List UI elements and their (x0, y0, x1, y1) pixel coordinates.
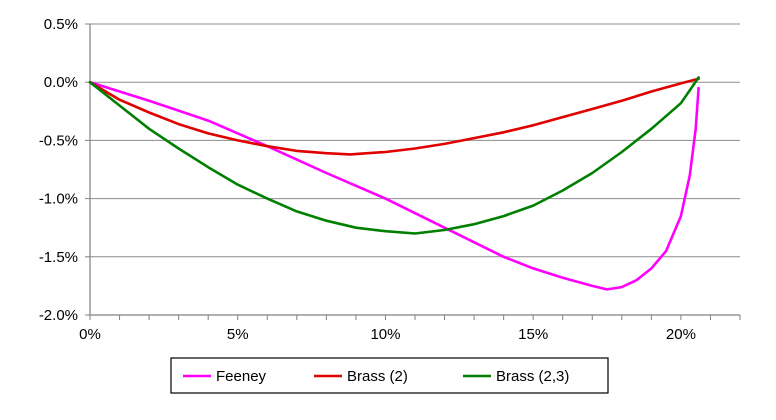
legend-label-2: Brass (2) (347, 368, 408, 385)
y-tick-label: -2.0% (39, 307, 78, 324)
gridlines (90, 23, 740, 258)
legend-label-3: Brass (2,3) (496, 368, 569, 385)
legend-label-1: Feeney (216, 368, 267, 385)
series-line-3 (88, 76, 700, 235)
x-axis-tick-labels: 0% 5% 10% 15% 20% (79, 326, 696, 343)
legend-box (170, 357, 609, 394)
legend: Feeney Brass (2) Brass (2,3) (170, 357, 609, 394)
y-tick-label: -0.5% (39, 132, 78, 149)
y-axis-tick-labels: 0.5% 0.0% -0.5% -1.0% -1.5% -2.0% (39, 16, 78, 324)
y-tick-label: -1.5% (39, 249, 78, 266)
y-tick-label: -1.0% (39, 191, 78, 208)
x-tick-label: 0% (79, 326, 101, 343)
axes (85, 23, 741, 320)
y-tick-label: 0.0% (44, 74, 78, 91)
x-tick-label: 15% (518, 326, 548, 343)
plot-background (90, 24, 740, 315)
plot-area (90, 24, 740, 315)
series-lines (88, 76, 700, 291)
x-tick-label: 10% (370, 326, 400, 343)
series-line-2 (88, 77, 700, 156)
x-tick-label: 5% (227, 326, 249, 343)
x-tick-label: 20% (666, 326, 696, 343)
y-tick-label: 0.5% (44, 16, 78, 33)
series-line-1 (88, 80, 700, 291)
